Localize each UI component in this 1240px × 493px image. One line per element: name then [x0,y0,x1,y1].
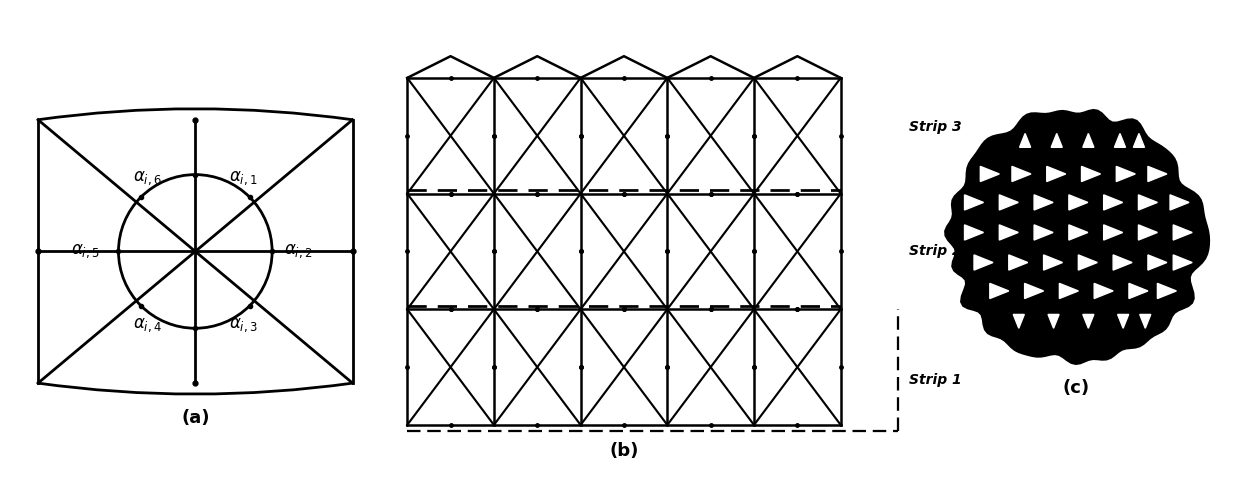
Polygon shape [1116,166,1136,181]
Polygon shape [1094,283,1114,299]
Polygon shape [1171,195,1189,210]
Text: $\alpha_{i,3}$: $\alpha_{i,3}$ [228,316,257,334]
Polygon shape [1019,134,1030,147]
Polygon shape [1024,283,1044,299]
Polygon shape [1081,166,1100,181]
Polygon shape [1114,255,1132,270]
Polygon shape [945,110,1209,364]
Text: (a): (a) [181,409,210,427]
Polygon shape [1083,315,1094,328]
Polygon shape [1104,195,1122,210]
Text: $\alpha_{i,1}$: $\alpha_{i,1}$ [228,169,257,187]
Polygon shape [1117,315,1128,328]
Polygon shape [1104,225,1122,240]
Polygon shape [1044,255,1063,270]
Text: (b): (b) [609,442,639,459]
Text: $\alpha_{i,6}$: $\alpha_{i,6}$ [134,169,162,187]
Polygon shape [1138,225,1157,240]
Polygon shape [965,225,983,240]
Polygon shape [1148,255,1167,270]
Polygon shape [1138,195,1157,210]
Polygon shape [999,195,1018,210]
Polygon shape [1052,134,1063,147]
Polygon shape [1079,255,1097,270]
Polygon shape [1069,225,1087,240]
Polygon shape [999,225,1018,240]
Polygon shape [1069,195,1087,210]
Polygon shape [1173,225,1192,240]
Polygon shape [1034,195,1053,210]
Polygon shape [1083,134,1094,147]
Text: (c): (c) [1063,379,1089,397]
Polygon shape [1034,225,1053,240]
Text: Strip 1: Strip 1 [909,373,962,387]
Polygon shape [990,283,1009,299]
Text: $\alpha_{i,5}$: $\alpha_{i,5}$ [72,243,99,260]
Polygon shape [973,255,993,270]
Text: Strip 2: Strip 2 [909,245,962,258]
Polygon shape [1013,315,1024,328]
Polygon shape [1048,315,1059,328]
Polygon shape [1115,134,1126,147]
Polygon shape [1128,283,1148,299]
Polygon shape [1047,166,1065,181]
Polygon shape [1157,283,1177,299]
Polygon shape [1012,166,1030,181]
Polygon shape [1148,166,1167,181]
Text: Strip 3: Strip 3 [909,120,962,134]
Polygon shape [1009,255,1028,270]
Polygon shape [965,195,983,210]
Text: $\alpha_{i,2}$: $\alpha_{i,2}$ [284,243,312,260]
Polygon shape [1133,134,1145,147]
Polygon shape [1173,255,1192,270]
Polygon shape [981,166,999,181]
Text: $\alpha_{i,4}$: $\alpha_{i,4}$ [134,316,162,334]
Polygon shape [1140,315,1151,328]
Polygon shape [1059,283,1079,299]
